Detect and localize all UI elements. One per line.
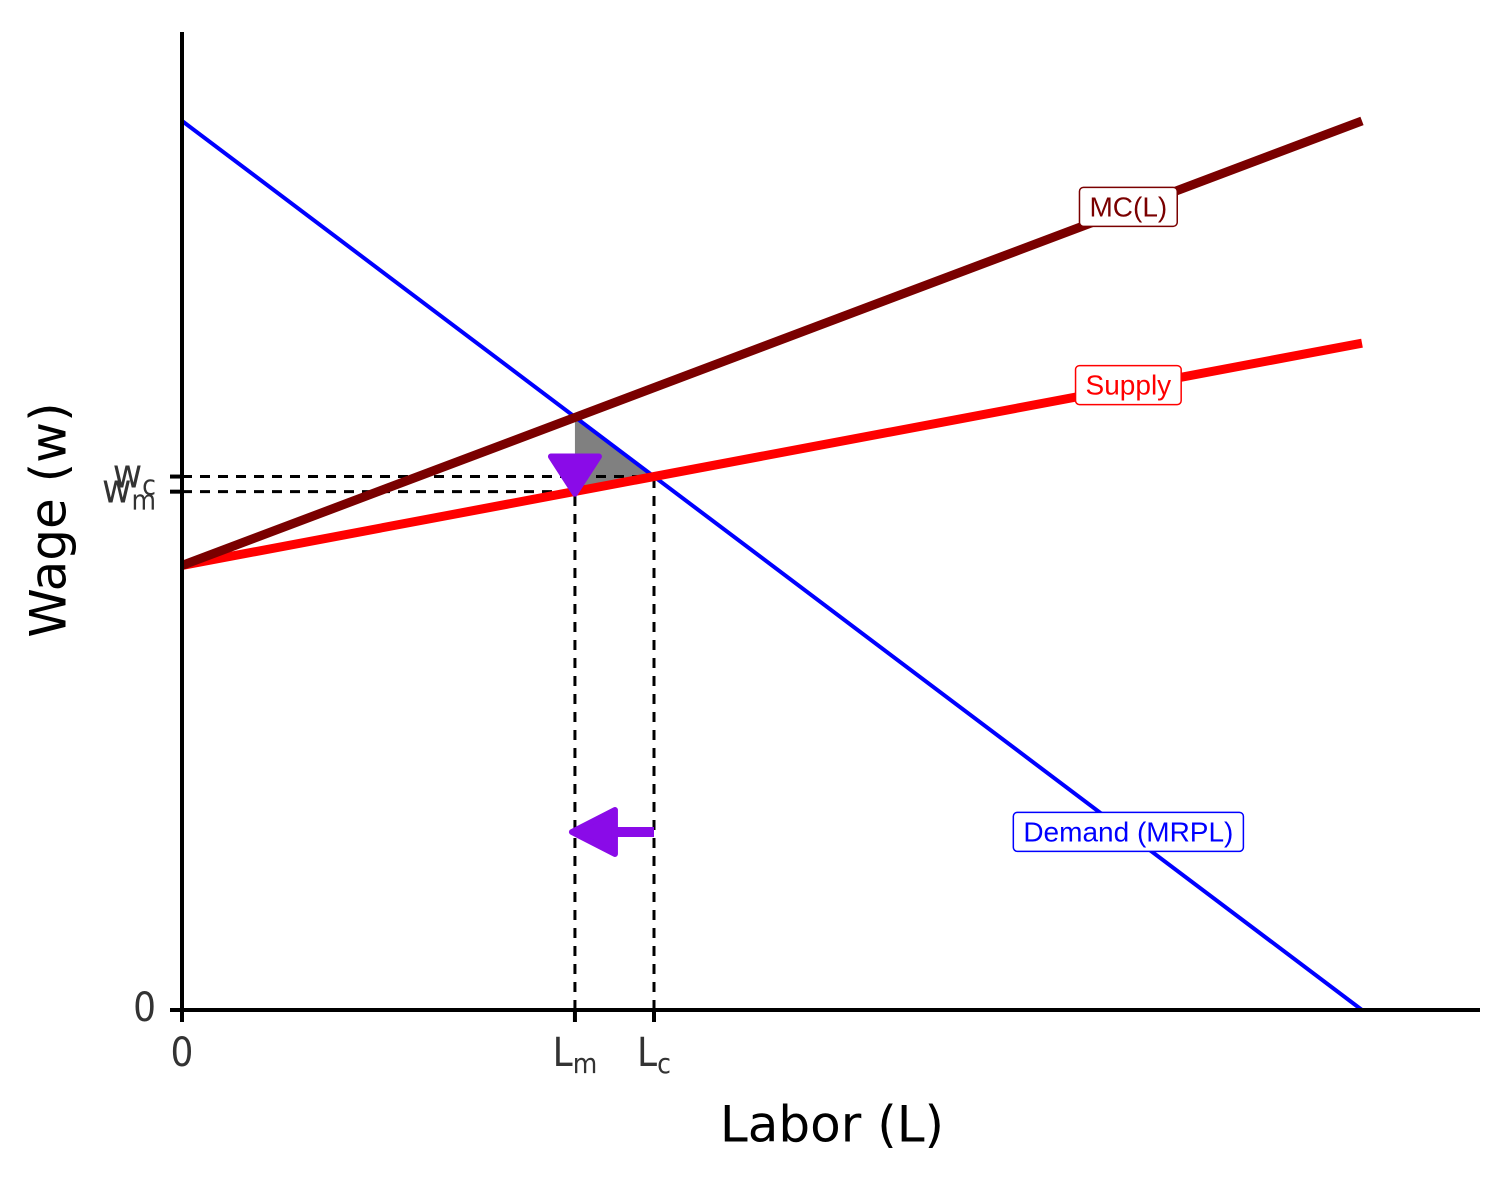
x-tick-label-sub: c [657,1047,671,1080]
y-tick-label: 0 [133,985,156,1031]
series-label: Supply [1086,370,1172,401]
series-label: MC(L) [1089,191,1167,222]
series-label-box: Supply [1074,364,1182,406]
y-tick-label-main: w [113,452,142,498]
label-box [1078,186,1178,228]
x-tick-label-main: L [637,1030,657,1076]
arrow [547,453,602,497]
y-axis-title: Wage (w) [20,402,78,637]
label-box [1012,811,1245,853]
y-tick-label-sub: m [131,484,156,517]
x-tick-label-sub: m [573,1047,598,1080]
series-label-box: Demand (MRPL) [1012,811,1245,853]
x-tick-label: Lm [553,1030,598,1080]
x-axis-title: Labor (L) [720,1096,944,1154]
deadweight-loss [574,417,654,492]
series-line [181,338,1363,570]
series-line [180,119,1364,1012]
series-line [180,116,1364,570]
y-tick-label: wc [113,452,156,502]
x-tick-label: 0 [171,1030,194,1076]
y-tick-label-sub: c [142,469,156,502]
y-tick-label: wm [102,467,156,517]
arrow [568,807,618,857]
x-tick-label-main: L [553,1030,573,1076]
label-box [1074,364,1182,406]
y-tick-label-main: w [102,467,131,513]
x-tick-label: Lc [637,1030,671,1080]
series-label-box: MC(L) [1078,186,1178,228]
series-label: Demand (MRPL) [1023,816,1233,847]
